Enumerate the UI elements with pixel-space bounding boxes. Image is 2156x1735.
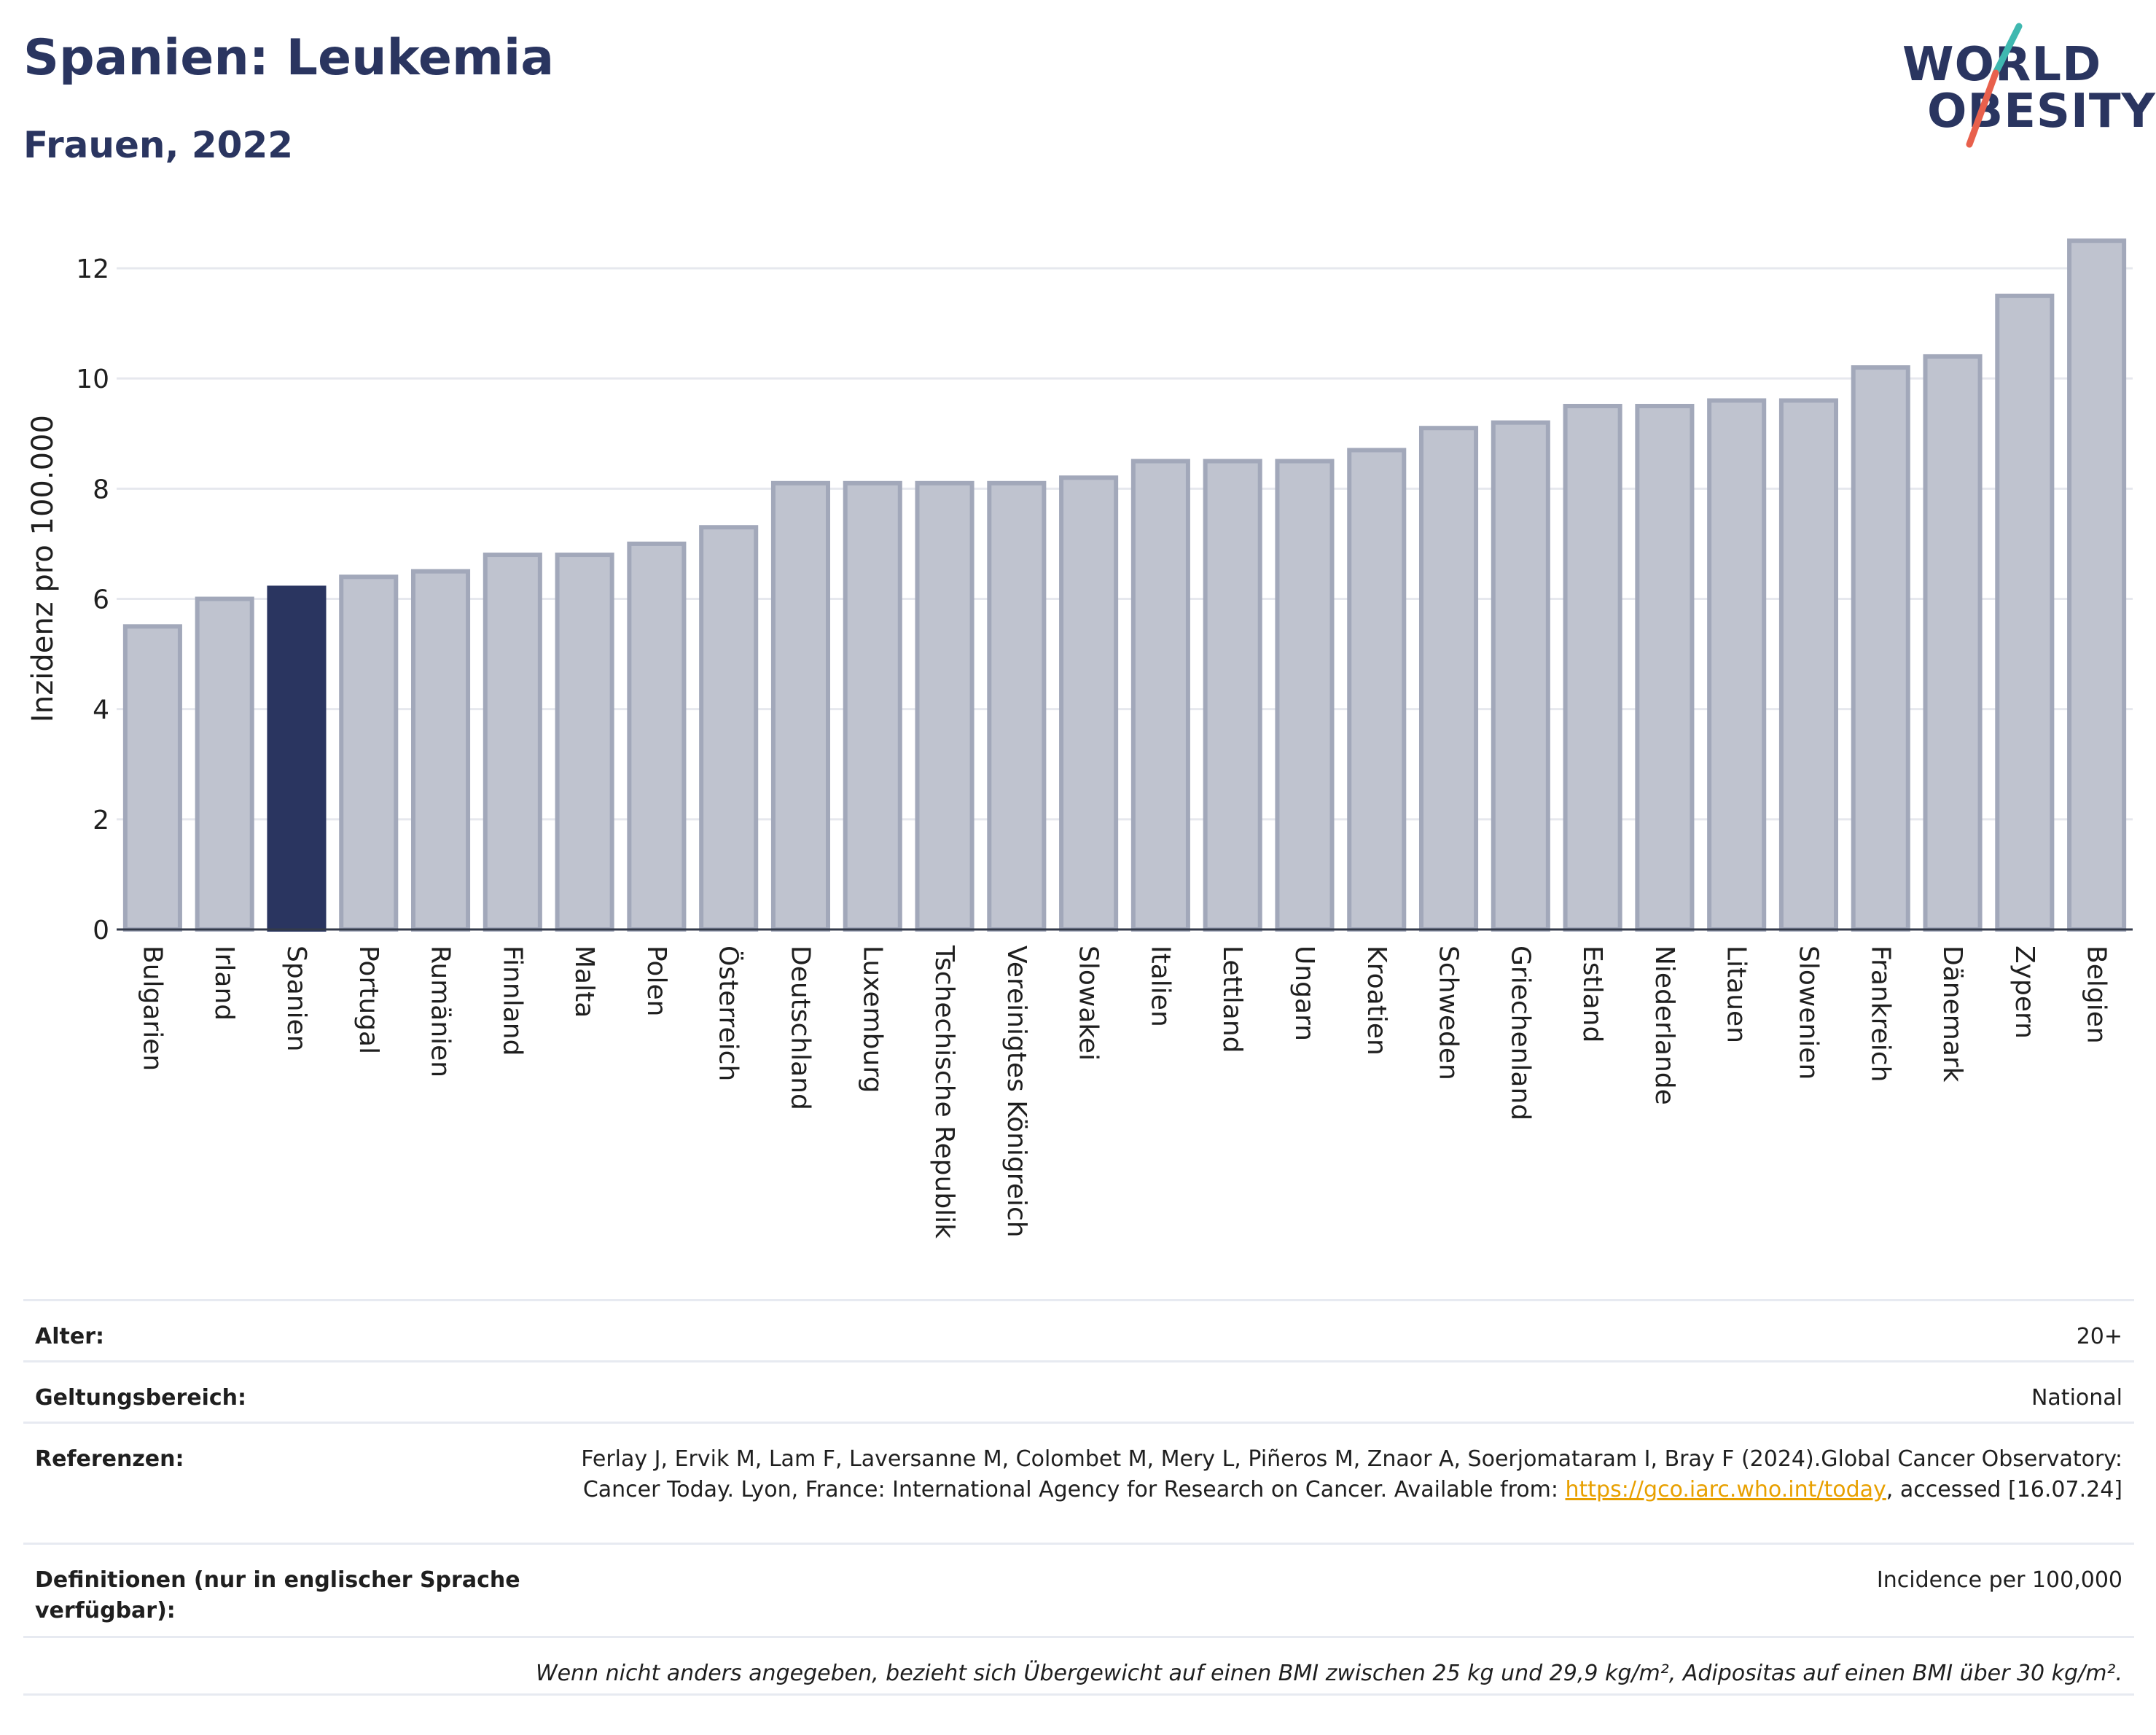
bar [1347,448,1407,932]
x-tick-label: Vereinigtes Königreich [1001,946,1031,1238]
bar [1707,398,1767,932]
bar [1203,459,1262,932]
x-tick-label: Lettland [1217,946,1247,1053]
bar [410,569,471,932]
category-labels: Bulgarien Irland Spanien Portugal Rumänien Fi… [137,945,2111,1239]
bar [1995,293,2055,932]
page-title: Spanien: Leukemia [23,29,555,87]
page-subtitle: Frauen, 2022 [23,124,294,166]
bar [1923,354,1983,932]
bar [122,624,182,932]
x-tick-label: Kroatien [1362,946,1391,1056]
footnote: Wenn nicht anders angegeben, bezieht sic… [535,1661,2122,1686]
bar [1635,403,1695,932]
y-tick-label: 4 [93,695,109,725]
bar [1275,459,1335,932]
x-tick-label: Polen [641,946,671,1016]
bar [627,541,687,932]
y-tick-label: 0 [93,916,109,946]
x-tick-label: Niederlande [1649,946,1679,1105]
x-tick-label: Italien [1145,946,1175,1027]
bar [555,553,614,932]
x-tick-label: Slowakei [1074,946,1104,1061]
x-tick-label: Slowenien [1793,946,1823,1080]
bar [267,585,327,932]
meta-row-definitions: Definitionen (nur in englischer Sprache … [23,1543,2134,1636]
bars [122,238,2127,932]
bar [1563,403,1622,932]
meta-row-age: Alter: 20+ [23,1299,2134,1360]
logo-line-2: OBESITY [1927,85,2156,139]
x-tick-label: Ungarn [1289,946,1319,1041]
bar [2067,238,2127,932]
bar [915,480,975,932]
bar [1851,365,1910,932]
x-tick-label: Rumänien [426,946,456,1077]
y-axis-label: Inzidenz pro 100.000 [26,415,60,722]
x-tick-label: Deutschland [785,946,815,1110]
x-tick-label: Zypern [2009,946,2039,1039]
bar [1059,475,1119,932]
x-tick-label: Griechenland [1505,946,1535,1120]
references-value: Ferlay J, Ervik M, Lam F, Laversanne M, … [555,1444,2122,1505]
y-tick-label: 10 [76,364,109,394]
x-tick-label: Finnland [497,946,527,1056]
x-tick-label: Schweden [1434,946,1464,1080]
bar-chart: 0 2 4 6 8 10 12 Bulgarien Irland Spanien Portugal… [26,238,2133,1239]
bar [483,553,542,932]
age-label: Alter: [35,1324,104,1349]
meta-row-scope: Geltungsbereich: National [23,1360,2134,1422]
x-tick-label: Malta [569,946,599,1018]
definitions-label: Definitionen (nur in englischer Sprache … [35,1567,520,1623]
bar [1778,398,1839,932]
definitions-value: Incidence per 100,000 [1876,1567,2122,1593]
scope-value: National [2031,1385,2122,1411]
meta-row-footnote: Wenn nicht anders angegeben, bezieht sic… [23,1636,2134,1696]
references-link[interactable]: https://gco.iarc.who.int/today [1565,1477,1886,1502]
x-tick-label: Frankreich [1865,946,1895,1082]
bar [770,480,831,932]
bar [339,574,399,932]
x-tick-label: Tschechische Republik [929,945,959,1239]
bar [1418,426,1479,932]
bar [1491,420,1550,932]
x-tick-label: Belgien [2082,946,2112,1044]
y-tick-label: 6 [93,585,109,615]
logo-slash-icon [1966,23,2023,148]
y-tick-label: 2 [93,806,109,835]
x-tick-label: Österreich [714,946,744,1081]
y-tick-label: 8 [93,475,109,504]
meta-row-references: Referenzen: Ferlay J, Ervik M, Lam F, La… [23,1422,2134,1543]
bar [699,525,759,932]
x-tick-label: Bulgarien [137,946,167,1071]
references-label: Referenzen: [35,1446,184,1472]
metadata-table: Alter: 20+ Geltungsbereich: National Ref… [23,1299,2134,1696]
x-tick-label: Estland [1577,946,1607,1042]
y-tick-label: 12 [76,254,109,284]
bar [1130,459,1190,932]
x-tick-label: Dänemark [1937,946,1967,1083]
references-text: Ferlay J, Ervik M, Lam F, Laversanne M, … [581,1446,2122,1502]
bar [843,480,902,932]
x-tick-label: Portugal [354,946,383,1054]
x-tick-label: Litauen [1722,946,1751,1043]
age-value: 20+ [2076,1324,2122,1349]
x-tick-label: Spanien [281,946,311,1052]
bar [987,480,1047,932]
bar [195,596,254,932]
x-tick-label: Luxemburg [857,946,887,1093]
x-tick-label: Irland [209,946,239,1021]
references-accessed: , accessed [16.07.24] [1886,1477,2122,1502]
axes: 0 2 4 6 8 10 12 [76,254,2133,946]
scope-label: Geltungsbereich: [35,1385,247,1411]
world-obesity-logo: WORLD OBESITY [1902,22,2155,153]
